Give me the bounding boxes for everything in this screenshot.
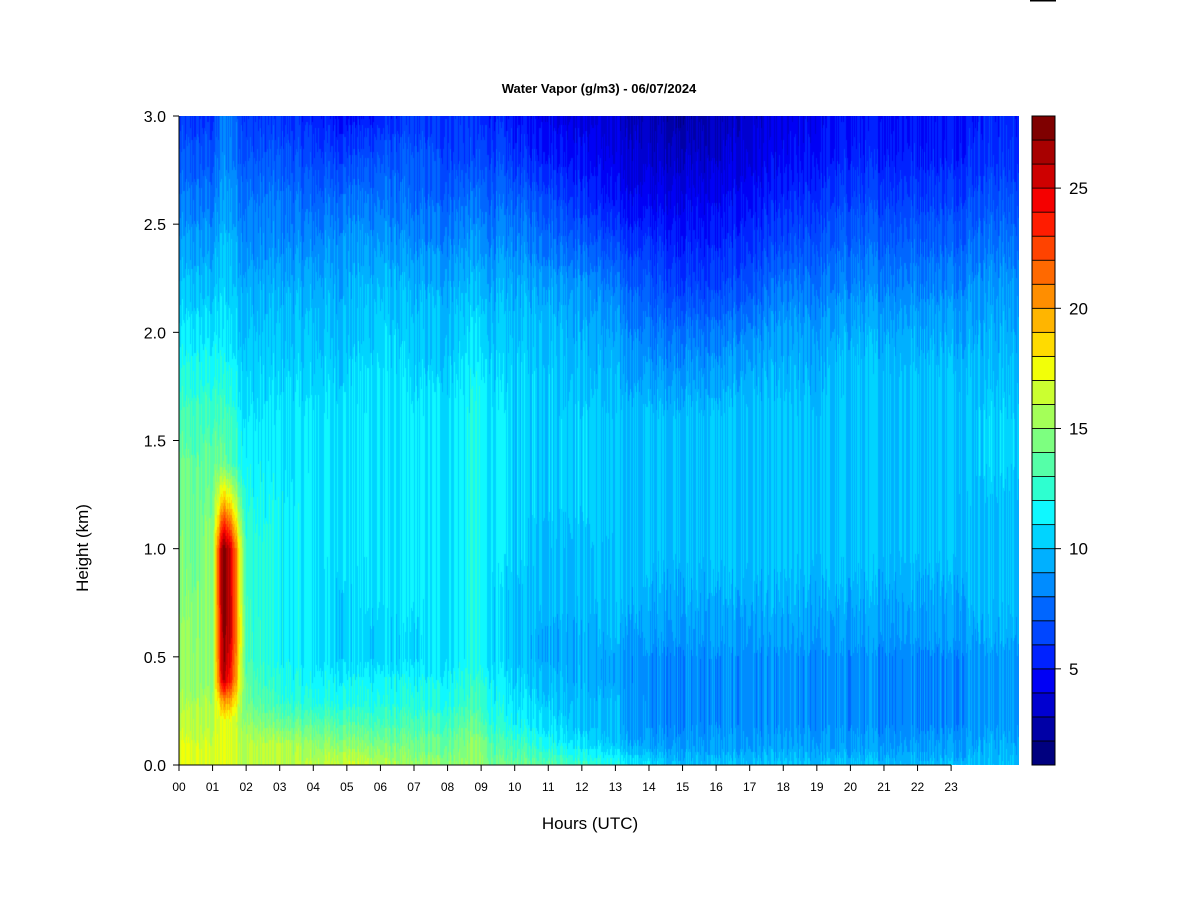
y-tick-label: 2.0: [144, 325, 166, 342]
x-tick-label: 07: [407, 780, 421, 794]
colorbar-tick-label: 25: [1069, 179, 1088, 198]
axes: 00 01 02 03 04 05 06 07 08 09 10 11 12 13 14 15 16 17 18 19…: [144, 109, 958, 794]
y-tick-label: 1.0: [144, 542, 166, 559]
colorbar-bin: [1031, 235, 1056, 261]
colorbar-bin: [1031, 476, 1056, 501]
x-tick-label: 20: [844, 780, 858, 794]
colorbar-bin: [1031, 596, 1056, 622]
colorbar-bin: [1031, 452, 1056, 477]
colorbar-tick-label: 20: [1069, 299, 1088, 318]
x-tick-label: 04: [307, 780, 321, 794]
x-axis-label: Hours (UTC): [542, 814, 638, 833]
y-tick-label: 3.0: [144, 109, 166, 126]
colorbar-bin: [1031, 620, 1056, 646]
colorbar-bin: [1031, 548, 1056, 574]
y-tick-label: 1.5: [144, 434, 166, 451]
x-tick-label: 06: [374, 780, 388, 794]
x-tick-label: 21: [877, 780, 891, 794]
x-tick-label: 13: [609, 780, 623, 794]
colorbar-tick-label: 5: [1069, 660, 1078, 679]
colorbar-bin: [1031, 428, 1056, 453]
colorbar-bin: [1031, 355, 1056, 381]
colorbar-bin: [1031, 259, 1056, 285]
heatmap-field: [179, 116, 1019, 765]
colorbar-bin: [1031, 283, 1056, 309]
x-tick-label: 23: [944, 780, 958, 794]
colorbar-tick-label: 15: [1069, 419, 1088, 438]
colorbar-bin: [1031, 716, 1056, 742]
x-tick-label: 16: [709, 780, 723, 794]
colorbar-tick-label: 10: [1069, 540, 1088, 559]
x-tick-label: 19: [810, 780, 824, 794]
colorbar-bin: [1031, 404, 1056, 429]
colorbar-bin: [1031, 331, 1056, 357]
heatmap-plot-area: [179, 116, 1019, 765]
x-tick-label: 05: [340, 780, 354, 794]
x-tick-label: 08: [441, 780, 455, 794]
x-tick-label: 18: [777, 780, 791, 794]
colorbar-bin: [1031, 692, 1056, 718]
colorbar-bin: [1031, 139, 1056, 165]
colorbar-bin: [1031, 211, 1056, 237]
y-tick-label: 0.5: [144, 650, 166, 667]
y-tick-label: 2.5: [144, 217, 166, 234]
colorbar-frame: [1031, 115, 1056, 766]
colorbar-bin: [1031, 572, 1056, 598]
x-tick-label: 12: [575, 780, 589, 794]
colorbar-bin: [1031, 644, 1056, 670]
colorbar-bin: [1031, 187, 1056, 213]
colorbar-bin: [1031, 500, 1056, 526]
x-tick-label: 02: [239, 780, 253, 794]
x-tick-label: 11: [542, 780, 555, 794]
x-tick-label: 00: [172, 780, 186, 794]
colorbar-bin: [1031, 740, 1056, 766]
x-tick-label: 03: [273, 780, 287, 794]
y-tick-label: 0.0: [144, 758, 166, 775]
x-tick-label: 09: [474, 780, 488, 794]
colorbar-bin: [1031, 668, 1056, 694]
colorbar-bin: [1031, 380, 1056, 405]
colorbar: 5 10 15 20 25: [1031, 115, 1088, 766]
colorbar-bin: [1031, 163, 1056, 189]
x-tick-label: 15: [676, 780, 690, 794]
colorbar-bin: [1031, 115, 1056, 141]
x-tick-label: 01: [206, 780, 220, 794]
chart-title: Water Vapor (g/m3) - 06/07/2024: [502, 81, 697, 96]
x-tick-label: 22: [911, 780, 925, 794]
x-tick-label: 14: [642, 780, 656, 794]
y-axis-label: Height (km): [73, 504, 92, 592]
colorbar-bin: [1031, 307, 1056, 333]
x-tick-label: 10: [508, 780, 522, 794]
colorbar-bin: [1031, 524, 1056, 550]
x-tick-label: 17: [743, 780, 757, 794]
